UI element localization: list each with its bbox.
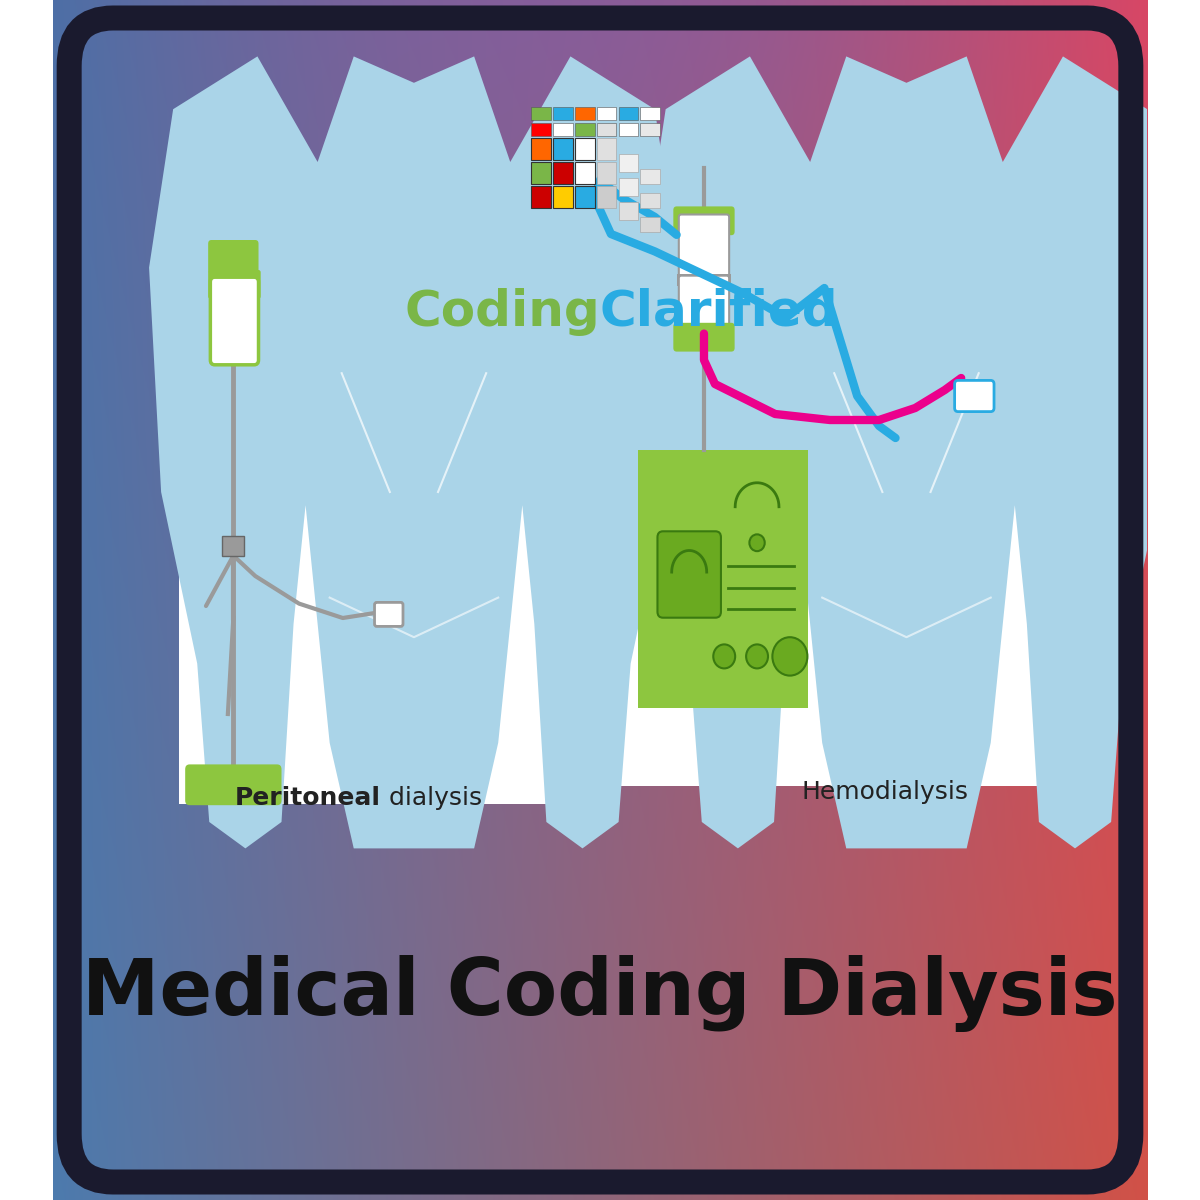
- FancyBboxPatch shape: [641, 217, 660, 232]
- Circle shape: [713, 644, 736, 668]
- FancyBboxPatch shape: [185, 764, 282, 805]
- FancyBboxPatch shape: [641, 169, 660, 184]
- FancyBboxPatch shape: [532, 138, 551, 160]
- Polygon shape: [149, 56, 679, 848]
- FancyBboxPatch shape: [532, 162, 551, 184]
- FancyBboxPatch shape: [596, 186, 617, 208]
- Text: Hemodialysis: Hemodialysis: [802, 780, 968, 804]
- FancyBboxPatch shape: [638, 450, 808, 708]
- Text: Medical Coding Dialysis: Medical Coding Dialysis: [83, 955, 1117, 1032]
- FancyBboxPatch shape: [619, 107, 638, 120]
- Circle shape: [773, 637, 808, 676]
- FancyBboxPatch shape: [553, 107, 572, 120]
- Text: Peritoneal: Peritoneal: [235, 786, 382, 810]
- FancyBboxPatch shape: [575, 138, 594, 160]
- FancyBboxPatch shape: [673, 206, 734, 235]
- FancyBboxPatch shape: [532, 186, 551, 208]
- FancyBboxPatch shape: [596, 162, 617, 184]
- FancyBboxPatch shape: [575, 186, 594, 208]
- FancyBboxPatch shape: [955, 380, 994, 412]
- FancyBboxPatch shape: [553, 162, 572, 184]
- FancyBboxPatch shape: [575, 122, 594, 136]
- Text: dialysis: dialysis: [382, 786, 482, 810]
- FancyBboxPatch shape: [553, 138, 572, 160]
- FancyBboxPatch shape: [619, 154, 638, 172]
- FancyBboxPatch shape: [673, 323, 734, 352]
- FancyBboxPatch shape: [534, 246, 1081, 786]
- FancyBboxPatch shape: [553, 122, 572, 136]
- FancyBboxPatch shape: [374, 602, 403, 626]
- FancyBboxPatch shape: [179, 246, 600, 804]
- FancyBboxPatch shape: [619, 202, 638, 220]
- FancyBboxPatch shape: [575, 162, 594, 184]
- Circle shape: [746, 644, 768, 668]
- FancyBboxPatch shape: [208, 240, 258, 274]
- FancyBboxPatch shape: [677, 274, 731, 286]
- FancyBboxPatch shape: [641, 193, 660, 208]
- FancyBboxPatch shape: [208, 270, 260, 299]
- FancyBboxPatch shape: [210, 277, 258, 365]
- Text: Clarified: Clarified: [600, 288, 839, 336]
- FancyBboxPatch shape: [679, 276, 730, 338]
- FancyBboxPatch shape: [619, 122, 638, 136]
- FancyBboxPatch shape: [679, 215, 730, 282]
- FancyBboxPatch shape: [641, 107, 660, 120]
- FancyBboxPatch shape: [619, 178, 638, 196]
- Circle shape: [749, 534, 764, 551]
- FancyBboxPatch shape: [532, 107, 551, 120]
- FancyBboxPatch shape: [596, 138, 617, 160]
- FancyBboxPatch shape: [596, 122, 617, 136]
- Text: Coding: Coding: [404, 288, 600, 336]
- FancyBboxPatch shape: [658, 532, 721, 618]
- FancyBboxPatch shape: [641, 122, 660, 136]
- Polygon shape: [642, 56, 1171, 848]
- FancyBboxPatch shape: [575, 107, 594, 120]
- FancyBboxPatch shape: [596, 107, 617, 120]
- FancyBboxPatch shape: [222, 536, 245, 556]
- FancyBboxPatch shape: [553, 186, 572, 208]
- FancyBboxPatch shape: [532, 122, 551, 136]
